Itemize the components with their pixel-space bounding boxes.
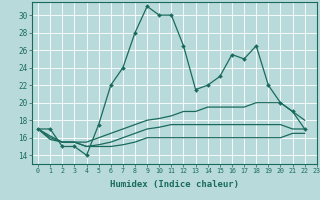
X-axis label: Humidex (Indice chaleur): Humidex (Indice chaleur): [110, 180, 239, 189]
